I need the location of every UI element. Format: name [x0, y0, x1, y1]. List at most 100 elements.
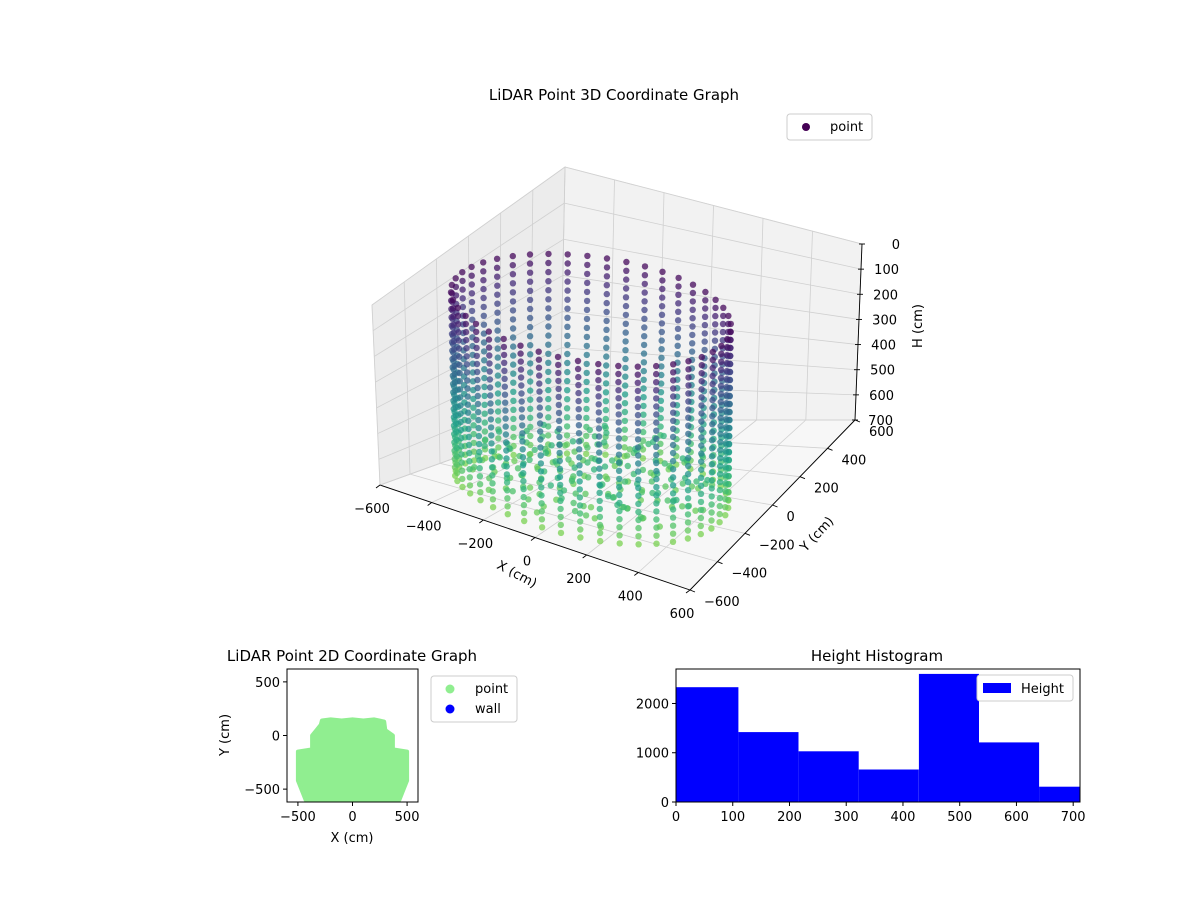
chart-3d-point — [575, 373, 582, 381]
chart-histogram-ytick-label: 1000 — [636, 747, 669, 762]
chart-3d-ytick — [799, 476, 806, 480]
chart-3d-point — [603, 335, 610, 342]
chart-histogram-bar — [798, 751, 859, 802]
chart-3d-ytick-label: −600 — [704, 595, 740, 610]
chart-3d-point — [538, 516, 546, 523]
chart-3d-point — [453, 453, 460, 460]
chart-3d-point — [554, 353, 562, 361]
chart-3d-point — [487, 408, 494, 415]
chart-3d-point — [520, 485, 527, 493]
chart-3d-point — [537, 452, 544, 459]
chart-3d-point — [576, 502, 584, 509]
chart-3d-point — [717, 406, 724, 414]
chart-3d-point — [684, 495, 692, 502]
chart-3d-point — [555, 385, 562, 393]
chart-3d-point — [641, 306, 648, 314]
chart-3d-point — [563, 450, 571, 457]
chart-3d-point — [470, 413, 477, 420]
chart-histogram-legend-swatch — [983, 683, 1011, 693]
chart-3d-point — [616, 524, 623, 531]
chart-3d-point — [527, 360, 534, 367]
chart-3d-point — [520, 509, 528, 517]
chart-3d-ylabel: Y (cm) — [797, 514, 837, 556]
chart-3d-point — [659, 294, 666, 301]
chart-3d-point — [545, 350, 552, 357]
chart-3d-point — [647, 469, 654, 476]
chart-3d-point — [697, 530, 704, 538]
chart-3d-point — [635, 516, 642, 524]
chart-3d-gridline-y — [435, 258, 441, 464]
chart-3d-point — [481, 366, 488, 373]
chart-3d-point — [464, 409, 472, 416]
chart-3d-point — [722, 440, 730, 447]
chart-3d-point — [502, 423, 509, 430]
chart-3d-point — [470, 430, 477, 438]
chart-3d-point — [501, 359, 508, 366]
chart-3d-point — [481, 357, 488, 364]
chart-3d-point — [583, 288, 591, 296]
chart-histogram-bar — [979, 742, 1040, 802]
chart-3d-point — [723, 351, 731, 359]
chart-3d-point — [537, 460, 545, 467]
chart-3d-point — [675, 283, 682, 290]
chart-3d-point — [685, 398, 692, 405]
chart-3d-point — [583, 414, 590, 422]
chart-3d-point — [457, 394, 464, 401]
chart-3d-point — [698, 394, 705, 401]
chart-3d-point — [708, 445, 716, 452]
chart-3d-point — [689, 315, 696, 322]
chart-3d-point — [698, 426, 705, 433]
chart-3d-point — [717, 454, 724, 462]
chart-3d-point — [517, 342, 524, 349]
chart-3d-point — [595, 433, 603, 440]
chart-histogram-xtick-label: 300 — [834, 810, 859, 825]
chart-3d-point — [564, 387, 571, 394]
chart-3d-point — [572, 490, 579, 497]
chart-3d-point — [602, 451, 609, 458]
chart-3d-point — [556, 441, 563, 449]
chart-3d-point — [595, 425, 603, 432]
chart-3d-point — [493, 264, 501, 271]
chart-3d-point — [640, 411, 647, 418]
chart-3d-point — [455, 345, 463, 352]
chart-3d-point — [717, 390, 725, 398]
chart-3d-point — [495, 417, 502, 424]
chart-3d-point — [494, 399, 502, 406]
chart-3d-point — [464, 393, 471, 400]
chart-3d-point — [674, 325, 682, 332]
chart-3d-point — [519, 430, 526, 437]
chart-3d-gridline-z — [562, 275, 860, 320]
chart-3d-point — [464, 377, 471, 384]
chart-3d-point — [537, 436, 544, 443]
chart-3d-point — [708, 485, 715, 492]
chart-3d-point — [527, 432, 534, 440]
chart-2d-xlabel: X (cm) — [331, 831, 374, 846]
chart-3d-point — [447, 289, 455, 296]
chart-3d-point — [709, 421, 716, 428]
chart-3d-point — [653, 484, 660, 491]
chart-3d-point — [452, 403, 459, 411]
chart-3d-point — [616, 475, 623, 483]
chart-3d-point — [501, 391, 509, 398]
chart-3d-point — [556, 457, 563, 465]
chart-3d-point — [621, 444, 628, 451]
chart-3d-point — [685, 430, 692, 437]
chart-3d-point — [583, 342, 590, 350]
chart-3d-point — [452, 387, 459, 394]
chart-3d-ytick — [744, 532, 751, 536]
chart-3d-point — [574, 365, 582, 373]
chart-histogram-bar — [676, 687, 739, 802]
chart-3d-point — [608, 457, 616, 464]
chart-3d-point — [518, 398, 525, 405]
chart-3d-point — [564, 314, 571, 321]
chart-3d-point — [603, 353, 610, 360]
chart-3d-point — [456, 378, 463, 385]
chart-3d-point — [709, 396, 716, 404]
chart-3d-point — [526, 260, 534, 267]
chart-3d-point — [545, 250, 552, 258]
chart-3d-point — [517, 350, 524, 357]
chart-3d-title: LiDAR Point 3D Coordinate Graph — [489, 86, 739, 104]
chart-3d-point — [466, 466, 473, 473]
chart-3d-point — [466, 458, 473, 465]
chart-3d-point — [615, 403, 622, 410]
